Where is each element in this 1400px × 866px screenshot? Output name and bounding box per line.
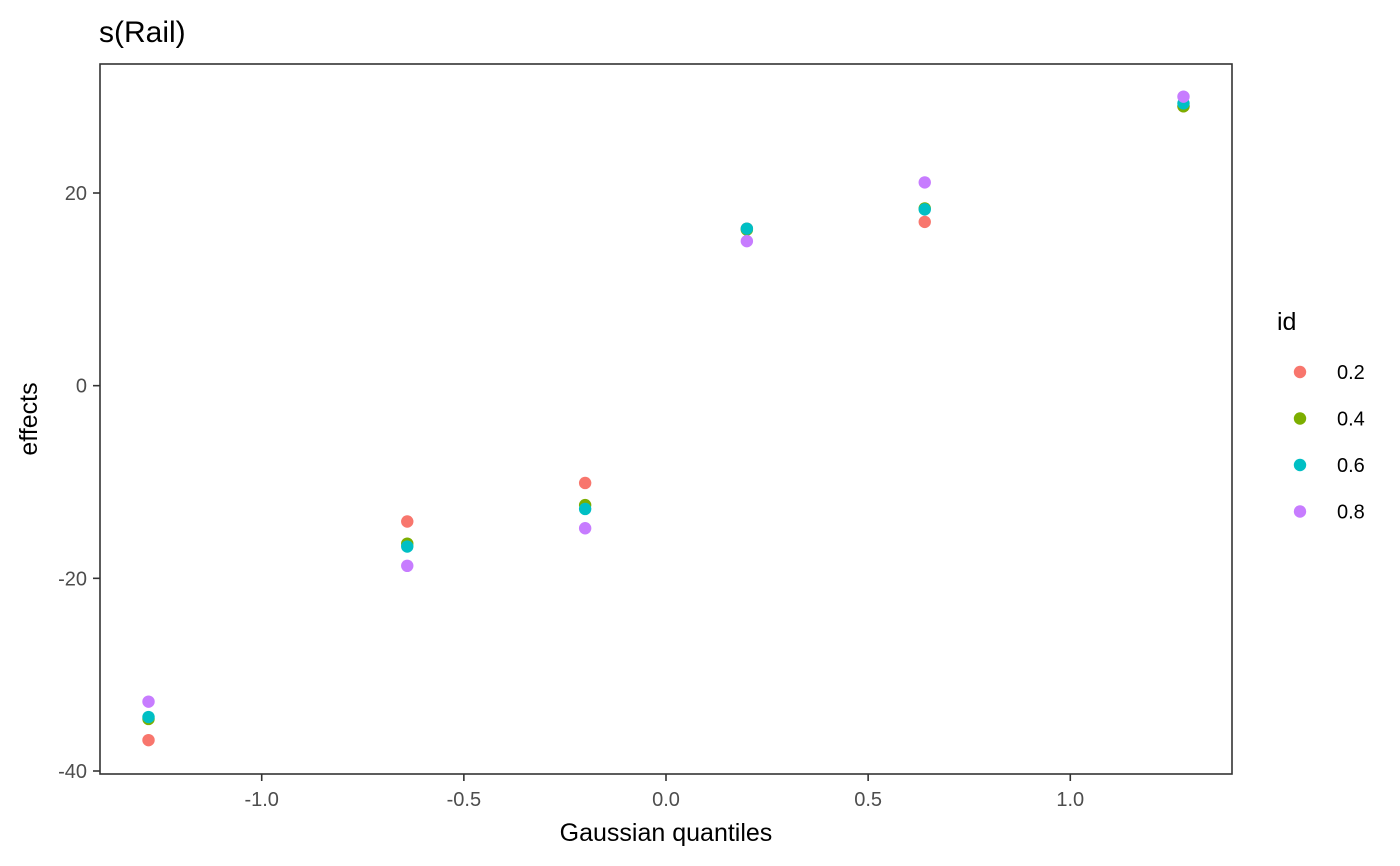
y-axis-title: effects bbox=[15, 382, 43, 455]
x-tick-label: -1.0 bbox=[244, 789, 278, 811]
data-point bbox=[1177, 90, 1190, 103]
y-tick-label: 0 bbox=[76, 376, 87, 398]
data-point bbox=[918, 203, 931, 216]
data-point bbox=[918, 176, 931, 189]
legend-key bbox=[1293, 365, 1307, 379]
data-point bbox=[401, 559, 414, 573]
data-point bbox=[401, 540, 414, 553]
x-axis: -1.0 -0.5 0.0 0.5 1.0 bbox=[244, 774, 1084, 811]
x-tick-label: 1.0 bbox=[1056, 789, 1084, 811]
data-point bbox=[578, 476, 592, 490]
y-tick-label: 20 bbox=[65, 183, 87, 205]
y-axis: -40 -20 0 20 bbox=[58, 183, 100, 783]
legend-label: 0.2 bbox=[1337, 362, 1365, 384]
x-tick-label: -0.5 bbox=[447, 789, 481, 811]
data-point bbox=[401, 515, 414, 528]
data-point bbox=[740, 222, 754, 235]
x-tick-label: 0.5 bbox=[854, 789, 882, 811]
legend-key bbox=[1293, 505, 1307, 518]
data-point bbox=[142, 695, 155, 708]
x-tick-label: 0.0 bbox=[652, 789, 680, 811]
data-point bbox=[918, 215, 931, 229]
y-tick-label: -20 bbox=[58, 568, 87, 590]
chart-title: s(Rail) bbox=[99, 16, 186, 49]
legend: id 0.2 0.4 0.6 0.8 bbox=[1277, 308, 1365, 524]
data-point bbox=[740, 234, 754, 248]
legend-key bbox=[1293, 412, 1307, 425]
legend-key bbox=[1293, 458, 1307, 472]
data-point bbox=[142, 733, 155, 747]
legend-items: 0.2 0.4 0.6 0.8 bbox=[1293, 362, 1365, 524]
data-point bbox=[578, 502, 592, 516]
legend-title: id bbox=[1277, 308, 1296, 336]
y-tick-label: -40 bbox=[58, 761, 87, 783]
legend-label: 0.8 bbox=[1337, 502, 1365, 524]
data-point bbox=[578, 522, 592, 535]
data-point bbox=[142, 710, 155, 724]
x-axis-title: Gaussian quantiles bbox=[560, 819, 773, 847]
legend-label: 0.4 bbox=[1337, 409, 1365, 431]
data-points bbox=[142, 90, 1190, 747]
legend-label: 0.6 bbox=[1337, 455, 1365, 477]
plot-panel bbox=[99, 63, 1233, 775]
